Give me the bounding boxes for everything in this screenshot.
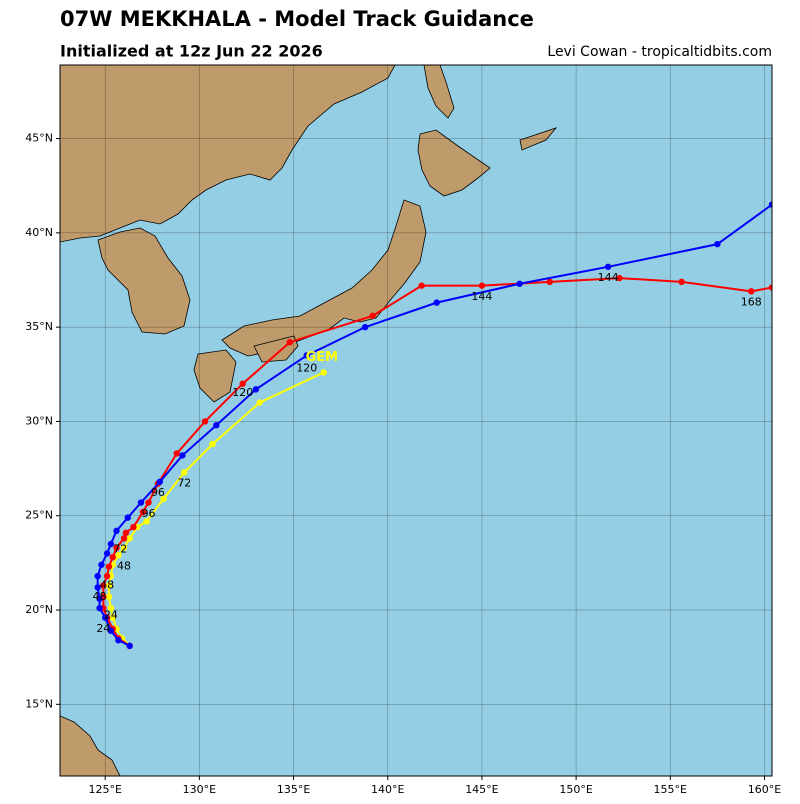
track-point [768,284,772,291]
track-point [107,627,115,634]
x-tick-label: 135°E [277,783,310,796]
track-point [768,201,772,208]
track-point [181,469,188,476]
track-point [94,572,101,580]
track-point [239,380,246,387]
track-point [120,535,128,542]
track-point [256,399,263,406]
track-point [286,339,293,346]
track-point [124,514,132,521]
track-point [94,584,101,591]
forecast-hour-label: 120 [296,362,317,375]
track-point [678,278,685,286]
chart-subtitle: Initialized at 12z Jun 22 2026 [60,42,323,61]
track-point [209,440,216,448]
track-point [107,540,115,548]
track-point [252,386,260,393]
track-point [102,614,109,621]
x-tick-label: 145°E [465,783,498,796]
track-point [113,527,120,535]
track-point [120,544,128,552]
forecast-hour-label: 48 [100,579,114,592]
y-tick-label: 35°N [25,320,53,333]
forecast-hour-label: 96 [151,486,165,499]
track-point [98,561,105,568]
track-point [103,550,111,557]
track-point [418,282,425,289]
track-point [604,263,612,270]
track-point [714,240,721,248]
track-point [143,518,150,525]
forecast-hour-label: 48 [117,560,131,573]
track-point [115,637,122,644]
track-point [130,523,137,531]
track-point [201,418,209,425]
track-point [96,595,103,602]
credit: Levi Cowan - tropicaltidbits.com [547,44,772,60]
track-point [139,508,147,516]
track-point [369,312,376,320]
forecast-hour-label: 24 [96,622,110,635]
track-point [361,323,369,331]
track-point [107,604,115,612]
track-point [748,288,755,295]
track-point [109,614,116,621]
y-tick-label: 25°N [25,509,53,522]
track-point [303,352,310,359]
x-tick-label: 140°E [371,783,404,796]
track-point [122,529,130,536]
track-point [616,274,623,282]
forecast-hour-label: 168 [741,296,762,309]
track-point [103,572,111,580]
track-point [156,478,164,485]
y-tick-label: 20°N [25,603,53,616]
y-tick-label: 40°N [25,226,53,239]
plot-frame [59,64,773,777]
forecast-hour-label: 48 [93,590,107,603]
track-point [137,499,145,506]
track-point [546,278,553,286]
track-point [115,552,122,559]
y-tick-label: 15°N [25,697,53,710]
x-tick-label: 155°E [654,783,687,796]
track-point [105,593,113,601]
x-tick-label: 160°E [748,783,781,796]
forecast-hour-label: 144 [471,290,492,303]
track-point [160,495,167,502]
forecast-hour-label: GEM [306,350,339,365]
track-point [96,604,103,612]
track-point [105,582,113,589]
track-point [433,299,440,306]
forecast-hour-label: 72 [177,477,191,490]
track-point [105,563,113,570]
forecast-hour-label: 72 [113,543,127,556]
x-tick-label: 125°E [88,783,121,796]
track-point [100,582,107,589]
track-point [179,452,186,459]
track-point [145,499,152,506]
track-point [516,280,523,287]
track-point [109,554,116,561]
track-point [320,369,327,376]
forecast-hour-label: 24 [104,609,118,622]
y-tick-label: 30°N [25,414,53,427]
forecast-hour-label: 120 [232,386,253,399]
forecast-hour-label: 96 [142,507,156,520]
track-point [113,544,120,552]
track-point [126,642,133,650]
track-point [213,422,220,429]
track-point [126,535,133,542]
chart-title: 07W MEKKHALA - Model Track Guidance [60,7,534,31]
forecast-hour-label: 144 [598,271,619,284]
y-tick-label: 45°N [25,132,53,145]
x-tick-label: 150°E [559,783,592,796]
track-point [478,282,486,289]
track-point [173,450,180,457]
x-tick-label: 130°E [183,783,216,796]
